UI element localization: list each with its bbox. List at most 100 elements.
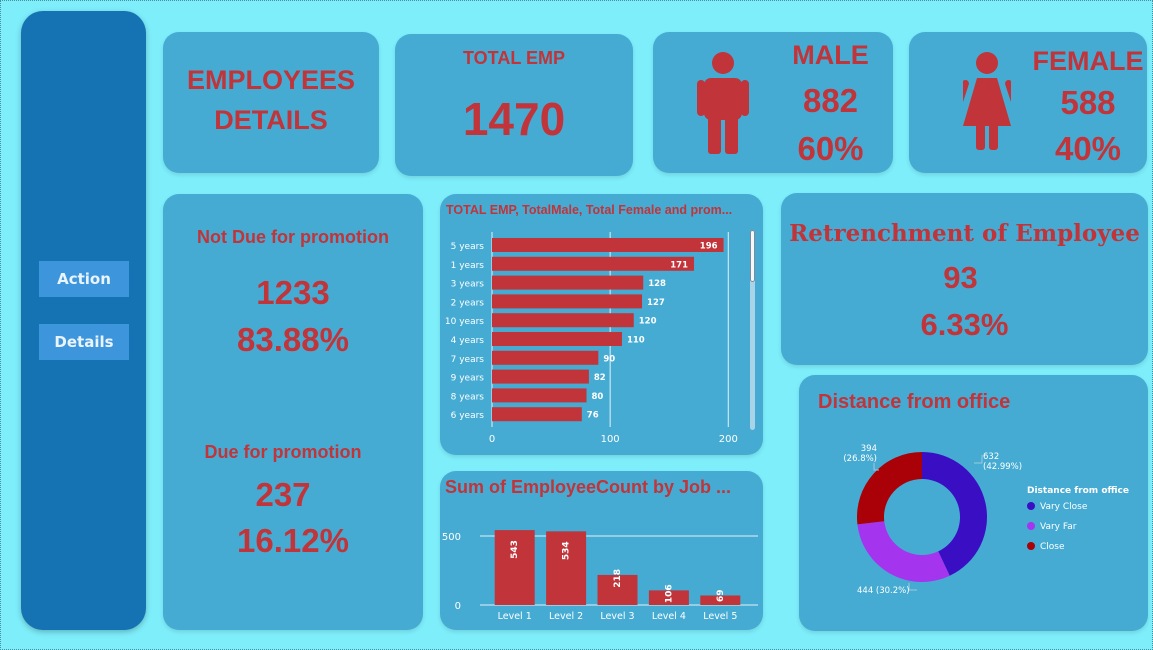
male-count: 882 xyxy=(802,82,859,119)
chart-scrollbar-thumb[interactable] xyxy=(750,230,755,282)
legend-label: Vary Close xyxy=(1040,502,1088,512)
total-emp-card: TOTAL EMP 1470 xyxy=(395,34,633,176)
legend-label: Vary Far xyxy=(1040,522,1077,532)
distance-chart-title: Distance from office xyxy=(818,391,1011,413)
tenure-chart-title: TOTAL EMP, TotalMale, Total Female and p… xyxy=(446,203,733,217)
data-label: 534 xyxy=(562,541,572,560)
x-tick-label: Level 3 xyxy=(600,611,634,622)
x-tick-label: 0 xyxy=(489,434,495,445)
data-label: 120 xyxy=(639,317,657,327)
y-tick-label: 9 years xyxy=(451,374,485,384)
slice-percent-label: (42.99%) xyxy=(983,462,1022,472)
legend-marker xyxy=(1027,522,1035,530)
legend-label: Close xyxy=(1040,542,1065,552)
bar xyxy=(492,313,634,328)
y-tick-label: 4 years xyxy=(451,336,485,346)
bar xyxy=(492,388,587,403)
retrenchment-count: 93 xyxy=(943,260,978,295)
slice-value-label: 394 xyxy=(861,444,877,454)
y-tick-label: 3 years xyxy=(451,280,485,290)
data-label: 76 xyxy=(587,411,599,421)
y-tick-label: 1 years xyxy=(451,261,485,271)
leader-line xyxy=(873,463,879,471)
x-tick-label: Level 1 xyxy=(498,611,532,622)
data-label: 80 xyxy=(592,392,604,402)
total-emp-label: TOTAL EMP xyxy=(462,48,565,68)
y-tick-label: 10 years xyxy=(445,317,484,327)
sidebar: Action Details xyxy=(21,11,146,630)
donut-slice xyxy=(922,452,987,576)
due-label: Due for promotion xyxy=(204,442,362,462)
retrenchment-percent: 6.33% xyxy=(920,307,1009,342)
donut-slice xyxy=(857,452,922,525)
legend-title: Distance from office xyxy=(1027,486,1129,496)
data-label: 110 xyxy=(627,336,645,346)
page-title: EMPLOYEES DETAILS xyxy=(163,66,379,134)
male-card: MALE 882 60% xyxy=(653,32,893,173)
bar xyxy=(492,332,622,346)
data-label: 128 xyxy=(648,279,666,289)
x-tick-label: Level 2 xyxy=(549,611,583,622)
total-emp-value: 1470 xyxy=(462,93,566,145)
title-line-2: DETAILS xyxy=(214,105,328,135)
tenure-bar-chart: 0 100 200 5 years 196 1 years 171 3 years 128 2 y… xyxy=(445,232,738,445)
retrenchment-label: Retrenchment of Employee xyxy=(789,220,1140,247)
data-label: 106 xyxy=(664,584,674,603)
promotion-card: Not Due for promotion 1233 83.88% Due fo… xyxy=(163,194,423,630)
column-bar xyxy=(546,531,587,605)
distance-donut-chart: 632(42.99%) 444 (30.2%) 394(26.8%) Distance… xyxy=(843,444,1129,596)
female-percent: 40% xyxy=(1054,130,1122,167)
male-percent: 60% xyxy=(797,130,864,167)
not-due-percent: 83.88% xyxy=(237,321,349,358)
donut-slice xyxy=(857,521,950,582)
action-button[interactable]: Action xyxy=(39,261,129,297)
data-label: 543 xyxy=(510,540,520,559)
title-line-1: EMPLOYEES xyxy=(186,65,356,95)
y-tick-label: 5 years xyxy=(451,242,485,252)
tenure-bar-chart-card: TOTAL EMP, TotalMale, Total Female and p… xyxy=(440,194,763,455)
y-tick-label: 6 years xyxy=(451,411,485,421)
slice-value-label: 444 (30.2%) xyxy=(857,586,910,596)
female-label: FEMALE xyxy=(1032,46,1144,76)
bar xyxy=(492,369,589,384)
leader-line xyxy=(974,455,983,464)
job-level-chart-card: Sum of EmployeeCount by Job ... 0 500 Leve… xyxy=(440,471,763,630)
female-count: 588 xyxy=(1060,84,1116,121)
slice-percent-label: (26.8%) xyxy=(843,454,877,464)
data-label: 127 xyxy=(647,298,665,308)
y-tick-label: 500 xyxy=(442,532,461,543)
column-bar xyxy=(648,590,689,605)
not-due-count: 1233 xyxy=(256,274,330,311)
bar xyxy=(492,350,599,365)
column-bar xyxy=(597,574,638,605)
due-count: 237 xyxy=(255,476,311,513)
not-due-label: Not Due for promotion xyxy=(197,227,389,247)
data-label: 196 xyxy=(700,242,718,252)
column-bar xyxy=(700,595,741,605)
job-level-bar-chart: 0 500 Level 1 543 Level 2 534 Level 3 218 Level … xyxy=(442,530,758,622)
bar xyxy=(492,275,644,290)
slice-value-label: 632 xyxy=(983,452,999,462)
female-card: FEMALE 588 40% xyxy=(909,32,1147,173)
bar xyxy=(492,407,582,422)
retrenchment-card: Retrenchment of Employee 93 6.33% xyxy=(781,193,1148,365)
legend-marker xyxy=(1027,542,1035,550)
due-percent: 16.12% xyxy=(237,522,349,559)
leader-line xyxy=(908,583,917,591)
male-icon xyxy=(697,52,749,154)
data-label: 171 xyxy=(670,260,688,270)
data-label: 218 xyxy=(613,569,623,588)
details-button[interactable]: Details xyxy=(39,324,129,360)
chart-scrollbar[interactable] xyxy=(750,230,755,430)
data-label: 69 xyxy=(716,589,726,602)
x-tick-label: 100 xyxy=(601,434,620,445)
y-tick-label: 0 xyxy=(455,601,461,612)
y-tick-label: 2 years xyxy=(451,298,485,308)
x-tick-label: 200 xyxy=(719,434,738,445)
x-tick-label: Level 4 xyxy=(652,611,686,622)
bar xyxy=(492,238,724,252)
y-tick-label: 8 years xyxy=(451,392,485,402)
female-icon xyxy=(963,52,1011,150)
x-tick-label: Level 5 xyxy=(703,611,737,622)
bar xyxy=(492,256,695,271)
